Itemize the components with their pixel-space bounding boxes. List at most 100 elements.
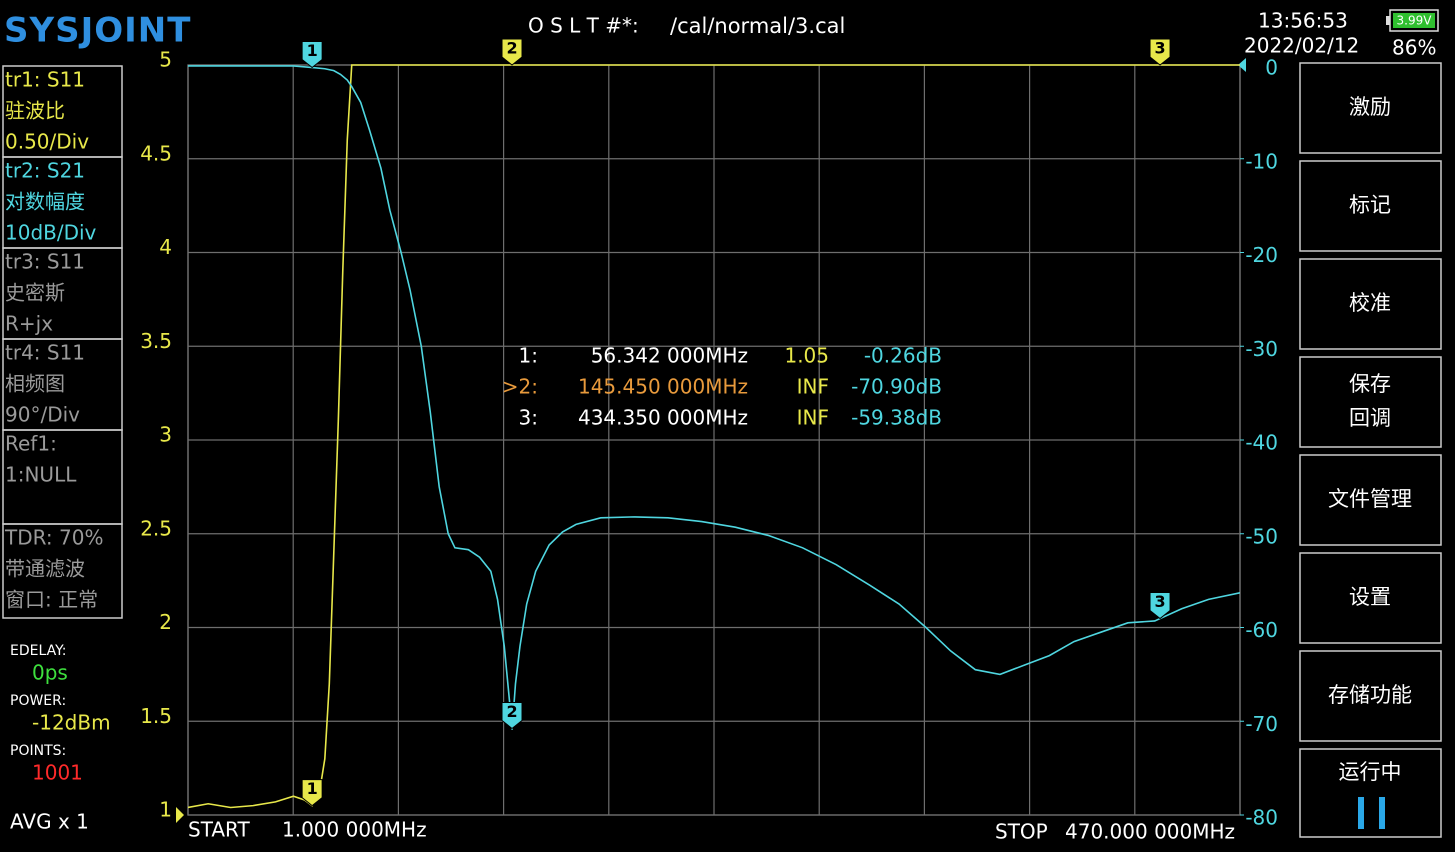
status-value: 0ps xyxy=(32,661,68,685)
marker-readout: 434.350 000MHz xyxy=(578,406,748,430)
y2-tick-label: -10 xyxy=(1245,149,1278,173)
menu-button[interactable] xyxy=(1299,650,1442,742)
status-value: -12dBm xyxy=(32,711,111,735)
battery-voltage: 3.99V xyxy=(1397,14,1433,28)
time: 13:56:53 xyxy=(1258,9,1348,33)
y-tick-label: 5 xyxy=(159,48,172,72)
battery-tip xyxy=(1386,16,1390,25)
trace-info: 驻波比 xyxy=(5,99,65,123)
marker-flag-shape xyxy=(501,701,523,730)
marker-flag-label: 2 xyxy=(506,39,517,58)
marker-readout: 3: xyxy=(519,406,538,430)
y-tick-label: 3.5 xyxy=(140,329,172,353)
battery-fill xyxy=(1393,13,1435,28)
marker-flag: 1 xyxy=(301,779,323,807)
y-tick-label: 4 xyxy=(159,235,172,259)
marker-readout: INF xyxy=(797,375,829,399)
trace-info: tr1: S11 xyxy=(5,68,85,92)
trace-info: 带通滤波 xyxy=(5,557,85,581)
y2-tick-label: -50 xyxy=(1245,524,1278,548)
marker-flag-label: 1 xyxy=(307,779,318,798)
cal-label: O S L T #*: xyxy=(528,14,639,38)
menu-button[interactable] xyxy=(1299,62,1442,154)
trace-info: tr2: S21 xyxy=(5,159,85,183)
menu-label[interactable]: 设置 xyxy=(1349,585,1391,609)
marker-flag-label: 3 xyxy=(1154,592,1165,611)
status-label: EDELAY: xyxy=(10,643,67,659)
start-frequency: 1.000 000MHz xyxy=(282,818,427,842)
logo: SYSJOINT xyxy=(4,11,191,51)
menu-label[interactable]: 存储功能 xyxy=(1328,683,1412,707)
trace-info: 10dB/Div xyxy=(5,221,97,245)
trace-info: R+jx xyxy=(5,312,53,336)
y2-tick-label: -70 xyxy=(1245,712,1278,736)
menu-button[interactable] xyxy=(1299,356,1442,448)
marker-flag-shape xyxy=(1149,592,1171,620)
trace-info: 史密斯 xyxy=(5,281,65,305)
trace-info: 90°/Div xyxy=(5,403,80,427)
battery-percent: 86% xyxy=(1392,36,1436,60)
marker-flag-shape xyxy=(501,38,523,66)
menu-label[interactable]: 激励 xyxy=(1349,95,1391,119)
status-value: 1001 xyxy=(32,761,83,785)
menu-button[interactable] xyxy=(1299,454,1442,546)
y2-tick-label: -80 xyxy=(1245,806,1278,830)
menu-label[interactable]: 运行中 xyxy=(1339,760,1402,784)
trace-info: 窗口: 正常 xyxy=(5,588,98,612)
run-icon-bar xyxy=(1379,797,1385,829)
y2-tick-label: 0 xyxy=(1265,56,1278,80)
status-label: POWER: xyxy=(10,693,66,709)
stop-frequency: 470.000 000MHz xyxy=(1065,820,1235,844)
y-tick-label: 2.5 xyxy=(140,516,172,540)
marker-flag-shape xyxy=(301,41,323,69)
menu-label[interactable]: 标记 xyxy=(1349,193,1391,217)
trace-info: 相频图 xyxy=(5,372,65,396)
menu-button[interactable] xyxy=(1299,748,1442,838)
marker-readout: 145.450 000MHz xyxy=(578,375,748,399)
trace-info: TDR: 70% xyxy=(4,526,103,550)
menu-label[interactable]: 校准 xyxy=(1349,291,1391,315)
marker-readout: 1: xyxy=(519,344,538,368)
marker-flag: 3 xyxy=(1149,592,1171,620)
menu-button[interactable] xyxy=(1299,160,1442,252)
marker-flag-label: 2 xyxy=(506,702,517,721)
menu-button[interactable] xyxy=(1299,552,1442,644)
trace-info: 1:NULL xyxy=(5,463,77,487)
reference-arrow xyxy=(1238,58,1246,72)
start-label: START xyxy=(188,818,250,842)
menu-label[interactable]: 回调 xyxy=(1349,406,1391,430)
menu-button[interactable] xyxy=(1299,258,1442,350)
trace-line xyxy=(188,65,1240,730)
marker-flag-shape xyxy=(1149,38,1171,66)
trace-info: Ref1: xyxy=(5,432,57,456)
marker-readout: >2: xyxy=(502,375,538,399)
marker-flag: 3 xyxy=(1149,38,1171,66)
y2-tick-label: -40 xyxy=(1245,431,1278,455)
status-label: POINTS: xyxy=(10,743,66,759)
trace-info: 0.50/Div xyxy=(5,130,89,154)
y2-tick-label: -60 xyxy=(1245,618,1278,642)
y2-tick-label: -20 xyxy=(1245,243,1278,267)
y-tick-label: 4.5 xyxy=(140,141,172,165)
trace-info: tr4: S11 xyxy=(5,341,85,365)
stop-label: STOP xyxy=(995,820,1048,844)
marker-readout: -59.38dB xyxy=(851,406,942,430)
y-tick-label: 1.5 xyxy=(140,704,172,728)
marker-readout: -0.26dB xyxy=(864,344,942,368)
marker-flag: 1 xyxy=(301,41,323,69)
menu-label[interactable]: 文件管理 xyxy=(1328,487,1412,511)
y2-tick-label: -30 xyxy=(1245,337,1278,361)
marker-readout: 56.342 000MHz xyxy=(591,344,748,368)
menu-label[interactable]: 保存 xyxy=(1349,372,1391,396)
reference-arrow xyxy=(176,807,184,823)
marker-readout: -70.90dB xyxy=(851,375,942,399)
marker-flag: 2 xyxy=(501,38,523,66)
run-icon-bar xyxy=(1358,797,1364,829)
marker-readout: 1.05 xyxy=(784,344,829,368)
trace-info: tr3: S11 xyxy=(5,250,85,274)
trace-info: 对数幅度 xyxy=(5,190,85,214)
y-tick-label: 1 xyxy=(159,798,172,822)
